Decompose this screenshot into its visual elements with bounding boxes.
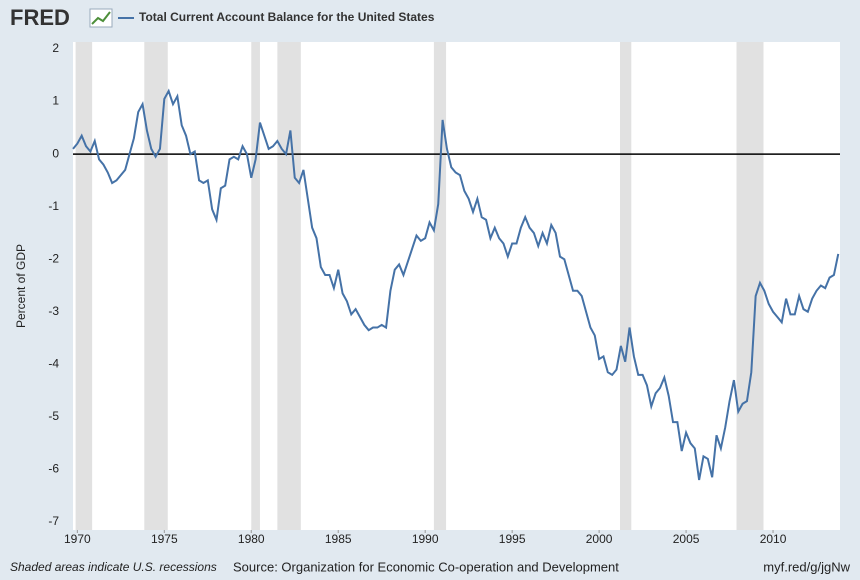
y-tick-label: -7	[48, 514, 59, 528]
y-axis-label: Percent of GDP	[14, 244, 28, 328]
x-tick-label: 1975	[151, 532, 178, 546]
y-tick-label: 1	[52, 94, 59, 108]
x-tick-label: 1970	[64, 532, 91, 546]
y-tick-label: -5	[48, 409, 59, 423]
logo: FRED	[10, 5, 70, 30]
legend-label: Total Current Account Balance for the Un…	[139, 10, 435, 24]
y-tick-label: -2	[48, 251, 59, 265]
y-tick-label: -4	[48, 357, 59, 371]
x-tick-label: 2000	[586, 532, 613, 546]
link: myf.red/g/jgNw	[763, 559, 850, 574]
recession-note: Shaded areas indicate U.S. recessions	[10, 560, 217, 574]
x-tick-label: 1995	[499, 532, 526, 546]
y-tick-label: 0	[52, 146, 59, 160]
plot-area	[73, 42, 840, 530]
recession-band	[619, 42, 632, 530]
recession-band	[144, 42, 168, 530]
logo-icon	[89, 8, 113, 28]
recession-band	[277, 42, 301, 530]
recession-band	[251, 42, 260, 530]
x-tick-label: 1990	[412, 532, 439, 546]
y-tick-label: -1	[48, 199, 59, 213]
x-tick-label: 2005	[673, 532, 700, 546]
x-tick-label: 2010	[760, 532, 787, 546]
y-tick-label: -6	[48, 462, 59, 476]
data-line	[72, 88, 840, 481]
recession-band	[75, 42, 93, 530]
y-tick-label: -3	[48, 304, 59, 318]
recession-band	[433, 42, 447, 530]
x-tick-label: 1980	[238, 532, 265, 546]
x-tick-label: 1985	[325, 532, 352, 546]
source: Source: Organization for Economic Co-ope…	[233, 559, 619, 574]
y-tick-label: 2	[52, 41, 59, 55]
